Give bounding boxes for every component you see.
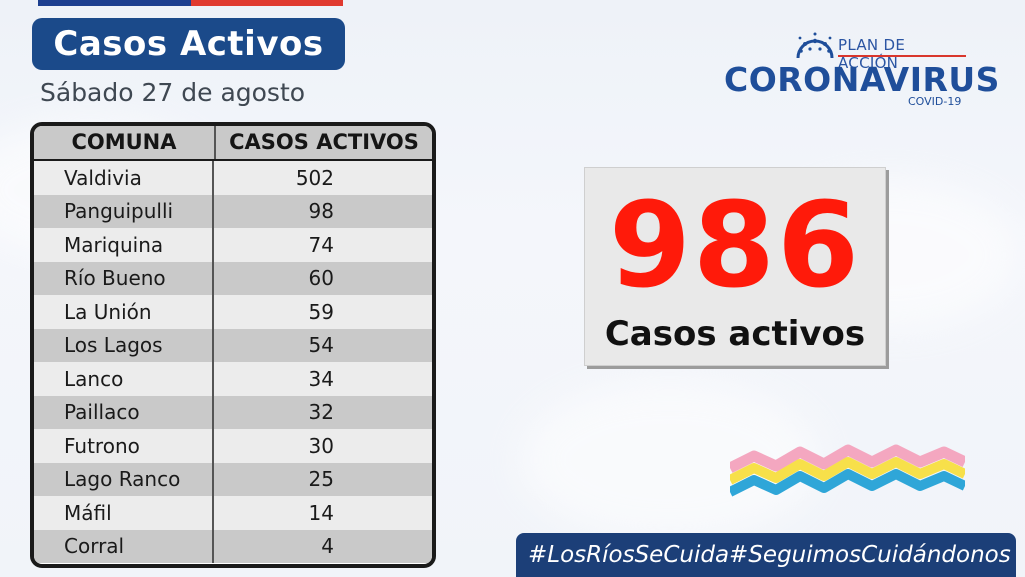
top-bar-blue xyxy=(38,0,191,6)
comuna-name: La Unión xyxy=(34,295,214,329)
active-cases-value: 502 xyxy=(295,165,334,190)
comuna-name: Corral xyxy=(34,529,214,563)
active-cases-value: 60 xyxy=(308,266,334,291)
active-cases-value: 4 xyxy=(321,534,334,559)
active-cases-value: 30 xyxy=(308,433,334,458)
table-row: Lago Ranco 25 xyxy=(34,462,432,496)
active-cases-value: 14 xyxy=(308,500,334,525)
active-cases-value: 25 xyxy=(308,467,334,492)
comuna-name: Lago Ranco xyxy=(34,462,214,496)
logo-underline xyxy=(838,55,966,57)
hashtag-los-rios: #LosRíosSeCuida xyxy=(528,542,730,568)
top-color-bar xyxy=(38,0,343,6)
comuna-name: Lanco xyxy=(34,362,214,396)
comuna-name: Los Lagos xyxy=(34,328,214,362)
table-row: Valdivia 502 xyxy=(34,161,432,195)
logo-subtitle: COVID-19 xyxy=(908,95,962,108)
table-row: Máfil 14 xyxy=(34,496,432,530)
table-row: Panguipulli 98 xyxy=(34,194,432,228)
comuna-name: Mariquina xyxy=(34,228,214,262)
report-date: Sábado 27 de agosto xyxy=(40,78,306,107)
hashtag-bar: #LosRíosSeCuida #SeguimosCuidándonos xyxy=(516,533,1016,577)
table-row: Río Bueno 60 xyxy=(34,261,432,295)
table-row: Futrono 30 xyxy=(34,429,432,463)
coronavirus-logo: PLAN DE ACCIÓN CORONAVIRUS COVID-19 xyxy=(720,32,999,112)
page-title: Casos Activos xyxy=(32,18,345,70)
logo-name: CORONAVIRUS xyxy=(724,60,1000,99)
comuna-name: Río Bueno xyxy=(34,261,214,295)
regional-stripes-graphic xyxy=(730,444,965,497)
total-cases-card: 986 Casos activos xyxy=(584,167,886,366)
table-row: La Unión 59 xyxy=(34,295,432,329)
comuna-name: Paillaco xyxy=(34,395,214,429)
comuna-name: Panguipulli xyxy=(34,194,214,228)
comuna-name: Futrono xyxy=(34,429,214,463)
table-row: Paillaco 32 xyxy=(34,395,432,429)
active-cases-value: 59 xyxy=(308,299,334,324)
virus-icon xyxy=(796,32,834,59)
top-bar-red xyxy=(190,0,343,6)
table-row: Lanco 34 xyxy=(34,362,432,396)
total-cases-label: Casos activos xyxy=(604,314,866,354)
comuna-name: Valdivia xyxy=(34,161,214,195)
total-cases-number: 986 xyxy=(608,176,862,314)
column-header-comuna: COMUNA xyxy=(34,126,216,159)
comuna-name: Máfil xyxy=(34,496,214,530)
active-cases-value: 54 xyxy=(308,333,334,358)
active-cases-value: 74 xyxy=(308,232,334,257)
table-row: Los Lagos 54 xyxy=(34,328,432,362)
table-row: Corral 4 xyxy=(34,529,432,563)
logo-plan-text: PLAN DE ACCIÓN xyxy=(838,36,906,72)
hashtag-seguimos: #SeguimosCuidándonos xyxy=(729,542,1011,568)
column-header-casos: CASOS ACTIVOS xyxy=(229,130,419,154)
table-header: COMUNA CASOS ACTIVOS xyxy=(34,126,432,161)
table-body: Valdivia 502 Panguipulli 98 Mariquina 74 Río B… xyxy=(34,161,432,563)
active-cases-value: 34 xyxy=(308,366,334,391)
active-cases-value: 32 xyxy=(308,400,334,425)
table-row: Mariquina 74 xyxy=(34,228,432,262)
cases-table: COMUNA CASOS ACTIVOS Valdivia 502 Panguipu… xyxy=(30,122,436,568)
active-cases-value: 98 xyxy=(308,199,334,224)
